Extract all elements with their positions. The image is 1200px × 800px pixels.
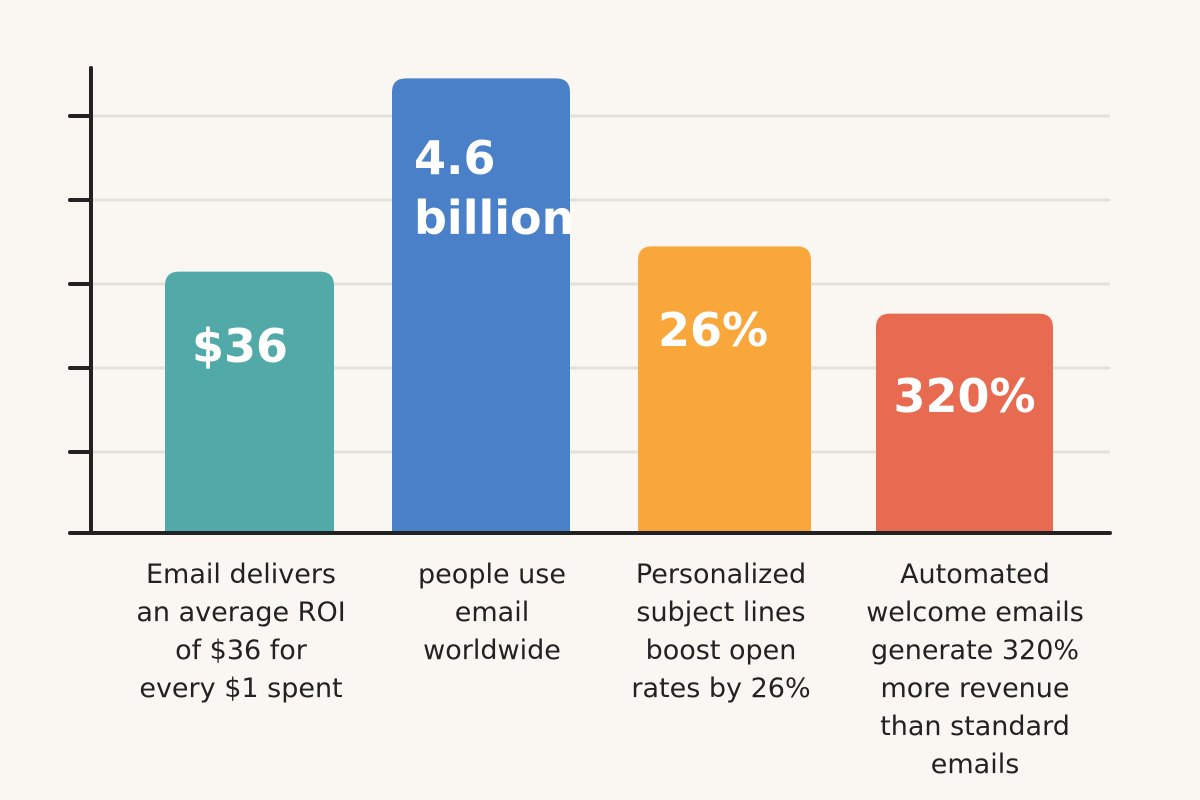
category-label-0: Email delivers an average ROI of $36 for… (136, 559, 346, 704)
bar-2 (638, 246, 811, 532)
bar-value-label-3: 320% (893, 369, 1036, 423)
bar-value-label-2: 26% (657, 303, 769, 357)
category-label-3: Automated welcome emails generate 320% m… (866, 559, 1084, 780)
bar-value-label-0: $36 (191, 319, 289, 373)
bar-1 (392, 78, 570, 533)
category-label-2: Personalized subject lines boost open ra… (631, 559, 811, 704)
bar-value-label-1: 4.6 billion (414, 131, 575, 245)
bar-0 (165, 271, 334, 532)
bar-3 (876, 313, 1053, 532)
category-label-1: people use email worldwide (418, 559, 566, 666)
